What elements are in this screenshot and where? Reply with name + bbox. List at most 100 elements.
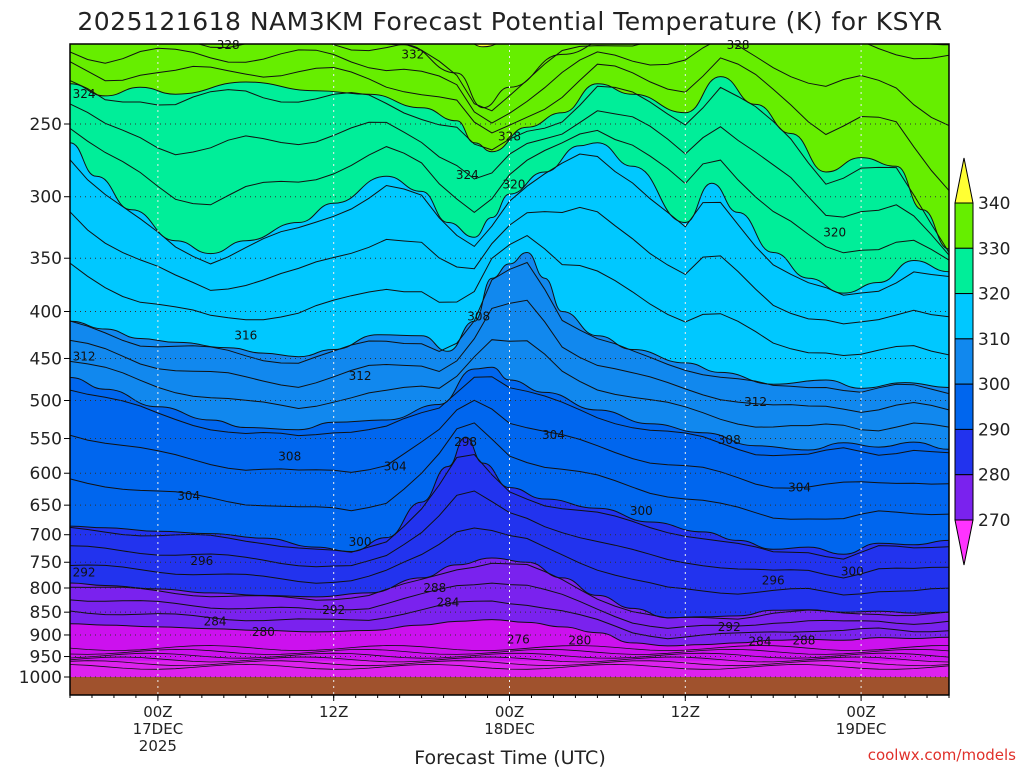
y-tick-label: 550 — [30, 430, 62, 450]
colorbar-segment — [954, 474, 974, 521]
y-tick-label: 1000 — [19, 668, 62, 688]
contour-label-text: 292 — [322, 603, 345, 617]
colorbar-label: 310 — [978, 330, 1010, 350]
y-tick-label: 900 — [30, 626, 62, 646]
contour-line — [70, 251, 949, 389]
contour-label: 284 — [437, 596, 460, 610]
y-tick-label: 750 — [30, 553, 62, 573]
colorbar-segment — [954, 247, 974, 295]
contour-line — [70, 436, 949, 555]
colorbar-segment — [954, 293, 974, 340]
contour-label: 292 — [718, 620, 741, 634]
contour-line — [70, 645, 949, 652]
x-tick-label: 12Z — [319, 703, 348, 721]
grid-lines — [70, 44, 949, 695]
contour-label-text: 296 — [762, 573, 785, 587]
contour-label: 292 — [322, 603, 345, 617]
colorbar-arrow-top — [954, 157, 974, 204]
colorbar: 340 330 320 310 300 290 280 270 — [954, 157, 1010, 566]
contour-label: 284 — [204, 614, 227, 628]
x-axis-label: Forecast Time (UTC) — [414, 747, 605, 768]
contour-label: 308 — [467, 309, 490, 323]
x-tick-label: 17DEC — [133, 720, 184, 738]
contour-label: 300 — [841, 565, 864, 579]
contour-line — [70, 366, 949, 451]
contour-line — [70, 619, 949, 647]
contour-line — [70, 44, 949, 126]
colorbar-label: 280 — [978, 466, 1010, 486]
contour-line — [70, 339, 949, 432]
contour-line — [70, 453, 949, 560]
contour-label-text: 328 — [727, 38, 750, 52]
y-tick-label: 400 — [30, 302, 62, 322]
contour-label: 300 — [349, 535, 372, 549]
contour-label: 316 — [234, 329, 257, 343]
contour-label: 328 — [727, 38, 750, 52]
colorbar-label: 340 — [978, 194, 1010, 214]
contour-label-text: 292 — [718, 620, 741, 634]
y-tick-label: 950 — [30, 648, 62, 668]
contour-label-text: 328 — [498, 130, 521, 144]
contour-label-text: 312 — [744, 395, 767, 409]
contour-label: 308 — [718, 433, 741, 447]
contour-label: 280 — [252, 625, 275, 639]
x-tick-label: 2025 — [139, 737, 177, 755]
band-c330 — [70, 44, 949, 294]
contour-label: 288 — [793, 633, 816, 647]
contour-label-text: 320 — [502, 178, 525, 192]
contour-label: 300 — [630, 504, 653, 518]
contour-label: 308 — [278, 449, 301, 463]
contour-label-text: 288 — [423, 581, 446, 595]
contour-line — [70, 261, 949, 395]
contour-label: 324 — [456, 168, 479, 182]
contour-line — [70, 235, 949, 357]
contour-label: 320 — [502, 178, 525, 192]
y-tick-label: 250 — [30, 115, 62, 135]
x-tick-label: 19DEC — [836, 720, 887, 738]
contour-label: 324 — [73, 87, 96, 101]
colorbar-label: 270 — [978, 511, 1010, 531]
contour-label: 298 — [454, 435, 477, 449]
contour-label-text: 284 — [437, 596, 460, 610]
contour-label-text: 300 — [349, 535, 372, 549]
y-tick-label: 600 — [30, 464, 62, 484]
contour-labels: 328 332 328 324 328 324 320 320 308 316 312 312 312 3… — [73, 38, 864, 649]
contour-label-text: 284 — [204, 614, 227, 628]
contour-label: 292 — [73, 566, 96, 580]
contour-line — [70, 562, 949, 620]
contour-label-text: 300 — [841, 565, 864, 579]
y-axis: 250 300 350 400 450 500 550 600 650 700 750 800 850 9… — [19, 115, 70, 688]
contour-label: 304 — [542, 428, 565, 442]
contour-label-text: 304 — [788, 481, 811, 495]
contour-label: 296 — [190, 554, 213, 568]
contour-label: 320 — [823, 225, 846, 239]
contour-label: 304 — [177, 489, 200, 503]
contour-label-text: 298 — [454, 435, 477, 449]
y-tick-label: 500 — [30, 392, 62, 412]
contour-line — [70, 103, 949, 256]
contour-label: 328 — [217, 38, 240, 52]
x-tick-label: 00Z — [846, 703, 875, 721]
contour-label-text: 276 — [507, 632, 530, 646]
x-tick-label: 00Z — [143, 703, 172, 721]
contour-line — [70, 422, 949, 520]
contour-line — [70, 652, 949, 659]
colorbar-label: 300 — [978, 375, 1010, 395]
contour-label-text: 308 — [278, 449, 301, 463]
contour-line — [70, 527, 949, 596]
contour-label: 276 — [507, 632, 530, 646]
contour-line — [70, 76, 949, 250]
y-tick-label: 650 — [30, 496, 62, 516]
contour-label: 328 — [498, 130, 521, 144]
contour-label: 312 — [73, 350, 96, 364]
contour-line — [70, 557, 949, 619]
temperature-bands — [70, 44, 949, 695]
y-tick-label: 300 — [30, 188, 62, 208]
contour-label-text: 304 — [384, 460, 407, 474]
contour-label-text: 332 — [401, 47, 424, 61]
contour-label-text: 324 — [73, 87, 96, 101]
contour-label-text: 292 — [73, 566, 96, 580]
contour-line — [196, 44, 949, 112]
contour-label: 304 — [384, 460, 407, 474]
